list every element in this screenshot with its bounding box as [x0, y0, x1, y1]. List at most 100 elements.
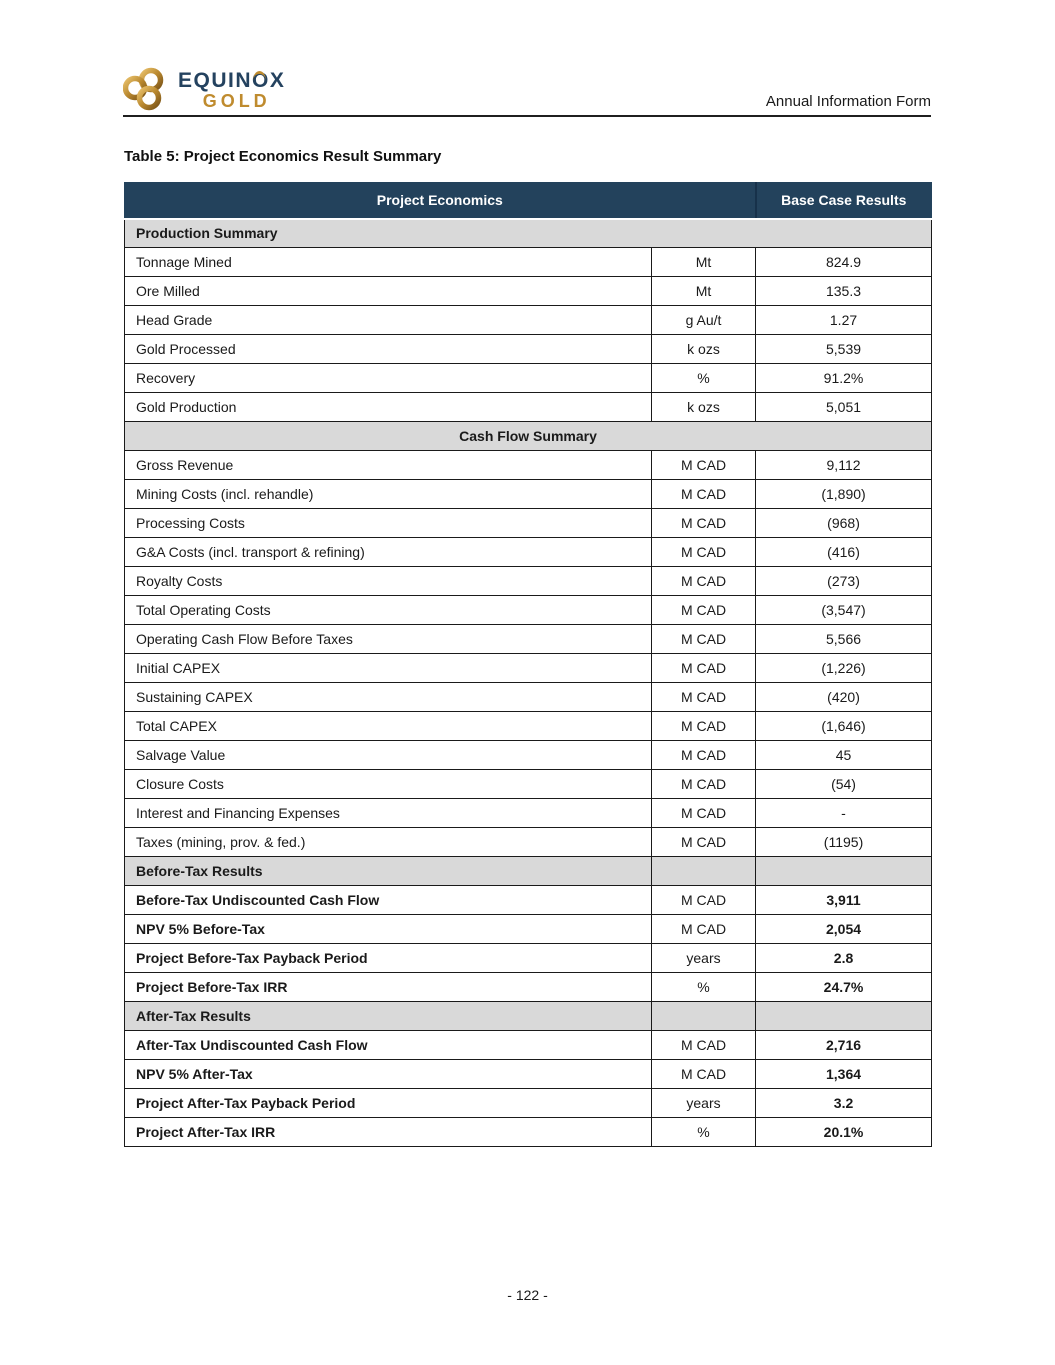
row-value: 20.1%: [755, 1117, 933, 1147]
row-label: Gold Processed: [124, 334, 652, 364]
logo-wordmark: EQUINOX GOLD: [178, 70, 285, 110]
row-label: Processing Costs: [124, 508, 652, 538]
table-row: Operating Cash Flow Before Taxes M CAD 5,5…: [124, 624, 933, 654]
section-label: Cash Flow Summary: [123, 421, 933, 451]
row-unit: M CAD: [650, 653, 757, 683]
row-label: G&A Costs (incl. transport & refining): [124, 537, 652, 567]
logo-wordmark-equinox: EQUINOX: [178, 70, 285, 91]
row-unit: M CAD: [650, 1030, 757, 1060]
row-value: (416): [755, 537, 933, 567]
section-row: After-Tax Results: [124, 1001, 933, 1031]
section-value-cell: [755, 1001, 933, 1031]
logo-wordmark-gold: GOLD: [202, 91, 271, 111]
row-label: Closure Costs: [124, 769, 652, 799]
header-cell-base-case-results: Base Case Results: [754, 182, 933, 220]
row-value: 135.3: [755, 276, 933, 306]
row-value: (1,890): [755, 479, 933, 509]
row-unit: k ozs: [650, 392, 757, 422]
row-value: (420): [755, 682, 933, 712]
table-row: Initial CAPEX M CAD (1,226): [124, 653, 933, 683]
row-unit: Mt: [650, 276, 757, 306]
row-label: Sustaining CAPEX: [124, 682, 652, 712]
row-unit: %: [650, 1117, 757, 1147]
row-value: 1.27: [755, 305, 933, 335]
row-value: (1,226): [755, 653, 933, 683]
equinox-knot-icon: [123, 67, 164, 111]
row-unit: M CAD: [650, 885, 757, 915]
row-value: (968): [755, 508, 933, 538]
row-label: Ore Milled: [124, 276, 652, 306]
logo-text-pre: EQUIN: [178, 69, 253, 92]
row-label: Initial CAPEX: [124, 653, 652, 683]
section-unit-cell: [650, 856, 757, 886]
table-row: Gross Revenue M CAD 9,112: [124, 450, 933, 480]
row-value: (1,646): [755, 711, 933, 741]
table-row: Processing Costs M CAD (968): [124, 508, 933, 538]
section-row: Before-Tax Results: [124, 856, 933, 886]
table-row: Salvage Value M CAD 45: [124, 740, 933, 770]
row-unit: Mt: [650, 247, 757, 277]
row-value: 3,911: [755, 885, 933, 915]
table-row: Total CAPEX M CAD (1,646): [124, 711, 933, 741]
row-unit: M CAD: [650, 566, 757, 596]
row-value: 5,051: [755, 392, 933, 422]
row-label: Project After-Tax Payback Period: [124, 1088, 652, 1118]
row-value: 2,716: [755, 1030, 933, 1060]
table-row: G&A Costs (incl. transport & refining) M …: [124, 537, 933, 567]
row-label: Royalty Costs: [124, 566, 652, 596]
row-label: Gold Production: [124, 392, 652, 422]
table-row: Ore Milled Mt 135.3: [124, 276, 933, 306]
row-label: Total Operating Costs: [124, 595, 652, 625]
section-value-cell: [755, 856, 933, 886]
row-value: 91.2%: [755, 363, 933, 393]
row-unit: M CAD: [650, 537, 757, 567]
row-label: Project After-Tax IRR: [124, 1117, 652, 1147]
table-header-row: Project Economics Base Case Results: [123, 182, 933, 220]
row-unit: M CAD: [650, 624, 757, 654]
row-unit: g Au/t: [650, 305, 757, 335]
header-cell-project-economics: Project Economics: [123, 182, 757, 220]
table-row: Project After-Tax Payback Period years 3.2: [124, 1088, 933, 1118]
row-label: NPV 5% After-Tax: [124, 1059, 652, 1089]
row-value: 5,566: [755, 624, 933, 654]
table-row: Taxes (mining, prov. & fed.) M CAD (1195): [124, 827, 933, 857]
row-unit: k ozs: [650, 334, 757, 364]
row-label: Taxes (mining, prov. & fed.): [124, 827, 652, 857]
table-row: Recovery% 91.2%: [124, 363, 933, 393]
row-value: 2,054: [755, 914, 933, 944]
equinox-gold-logo: EQUINOX GOLD: [123, 67, 285, 113]
row-unit: M CAD: [650, 450, 757, 480]
row-label: Salvage Value: [124, 740, 652, 770]
row-value: (3,547): [755, 595, 933, 625]
row-value: 9,112: [755, 450, 933, 480]
table-row: Project After-Tax IRR% 20.1%: [124, 1117, 933, 1147]
row-unit: M CAD: [650, 914, 757, 944]
row-label: Project Before-Tax IRR: [124, 972, 652, 1002]
table-row: Gold Processed k ozs 5,539: [124, 334, 933, 364]
row-unit: M CAD: [650, 740, 757, 770]
table-row: Interest and Financing Expenses M CAD -: [124, 798, 933, 828]
table-row: Project Before-Tax IRR% 24.7%: [124, 972, 933, 1002]
table-row: Project Before-Tax Payback Period years 2.…: [124, 943, 933, 973]
row-value: 2.8: [755, 943, 933, 973]
table-row: Total Operating Costs M CAD (3,547): [124, 595, 933, 625]
row-value: 824.9: [755, 247, 933, 277]
row-unit: years: [650, 1088, 757, 1118]
row-unit: M CAD: [650, 798, 757, 828]
row-value: 24.7%: [755, 972, 933, 1002]
row-unit: M CAD: [650, 1059, 757, 1089]
page-number: - 122 -: [507, 1287, 548, 1303]
row-label: Tonnage Mined: [124, 247, 652, 277]
table-row: Sustaining CAPEX M CAD (420): [124, 682, 933, 712]
table-row: NPV 5% After-Tax M CAD 1,364: [124, 1059, 933, 1089]
row-label: Before-Tax Undiscounted Cash Flow: [124, 885, 652, 915]
row-label: After-Tax Undiscounted Cash Flow: [124, 1030, 652, 1060]
section-unit-cell: [650, 1001, 757, 1031]
row-unit: M CAD: [650, 479, 757, 509]
table-row: Before-Tax Undiscounted Cash Flow M CAD 3,…: [124, 885, 933, 915]
table-caption: Table 5: Project Economics Result Summar…: [124, 148, 442, 165]
table-row: Royalty Costs M CAD (273): [124, 566, 933, 596]
row-label: NPV 5% Before-Tax: [124, 914, 652, 944]
row-label: Project Before-Tax Payback Period: [124, 943, 652, 973]
